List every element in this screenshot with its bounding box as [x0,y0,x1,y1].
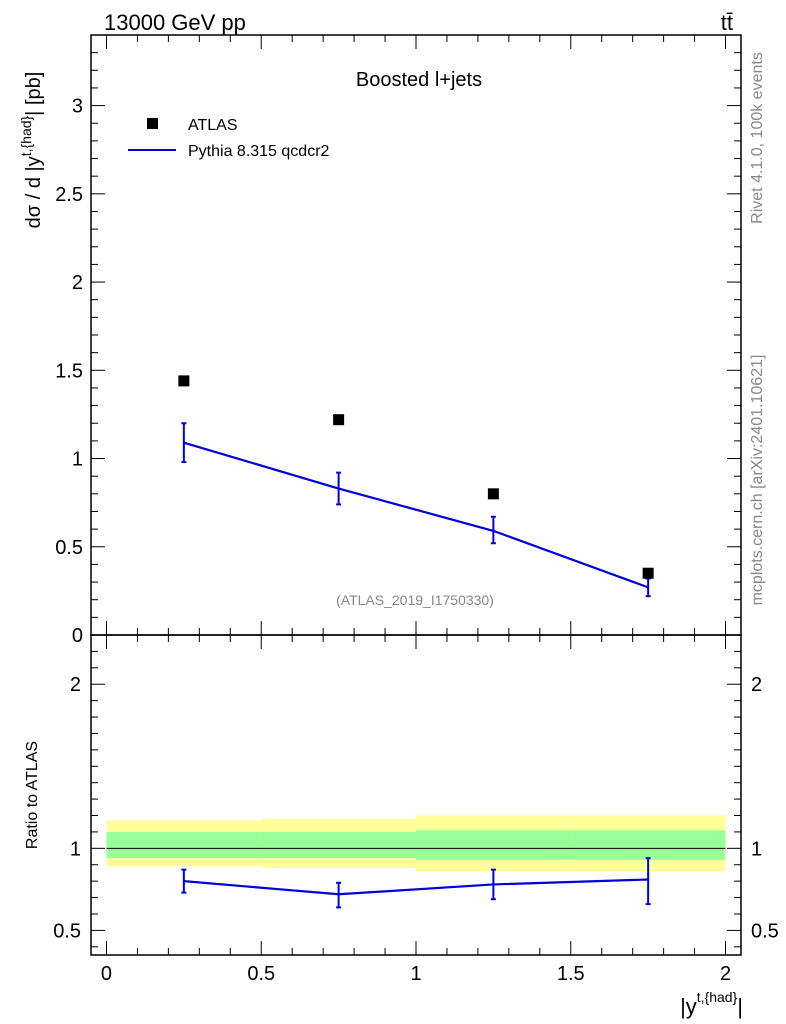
main-ytick-label: 2 [72,272,83,294]
svg-text:dσ / d |yt,{had}| [pb]: dσ / d |yt,{had}| [pb] [18,72,45,229]
ratio-ytick-label-right: 0.5 [751,920,779,942]
main-ytick-label: 1 [72,449,83,471]
ratio-ytick-label-left: 2 [70,674,81,696]
main-ytick-label: 0.5 [55,537,83,559]
ratio-ytick-label-left: 1 [70,838,81,860]
main-panel: 0 0.5 1 1.5 2 2.5 3 [55,34,742,647]
ratio-panel: 0 0.5 1 1.5 2 0.5 0.5 1 1 2 2 [53,634,779,985]
ratio-ytick-label-left: 0.5 [53,920,81,942]
ratio-band-green [416,830,571,860]
pythia-line [183,441,649,589]
analysis-watermark: (ATLAS_2019_I1750330) [336,592,494,608]
atlas-point [487,488,499,500]
legend-atlas-label: ATLAS [188,117,238,134]
xtick-label: 0 [101,963,112,985]
ratio-y-axis-label: Ratio to ATLAS [24,741,41,849]
mcplots-label: mcplots.cern.ch [arXiv:2401.10621] [749,355,766,606]
ratio-band-green [570,830,726,860]
atlas-point [642,567,654,579]
atlas-point [178,375,190,387]
xtick-label: 2 [720,963,731,985]
header-process-label: tt̄ [721,10,733,35]
svg-text:|yt,{had}|: |yt,{had}| [680,989,743,1019]
main-ytick-label: 0 [72,625,83,647]
main-ytick-label: 3 [72,96,83,118]
legend-pythia-label: Pythia 8.315 qcdcr2 [188,143,330,160]
xtick-label: 0.5 [247,963,275,985]
header-collision-label: 13000 GeV pp [104,10,246,35]
ratio-band-green [106,831,262,859]
main-title: Boosted l+jets [356,69,482,91]
xtick-label: 1.5 [557,963,585,985]
main-ytick-label: 1.5 [55,360,83,382]
xtick-label: 1 [410,963,421,985]
main-y-axis-label: dσ / d |yt,{had}| [pb] [18,72,45,229]
legend-atlas-marker [147,118,158,129]
atlas-point [333,414,345,426]
rivet-version-label: Rivet 4.1.0, 100k events [749,52,766,224]
x-axis-label: |yt,{had}| [680,989,743,1019]
ratio-frame [90,634,742,956]
ratio-ytick-label-right: 1 [751,838,762,860]
ratio-pythia-line [183,878,649,896]
ratio-band-green [261,831,416,859]
ratio-ytick-label-right: 2 [751,674,762,696]
main-ytick-label: 2.5 [55,184,83,206]
legend: ATLAS Pythia 8.315 qcdcr2 [128,117,330,160]
